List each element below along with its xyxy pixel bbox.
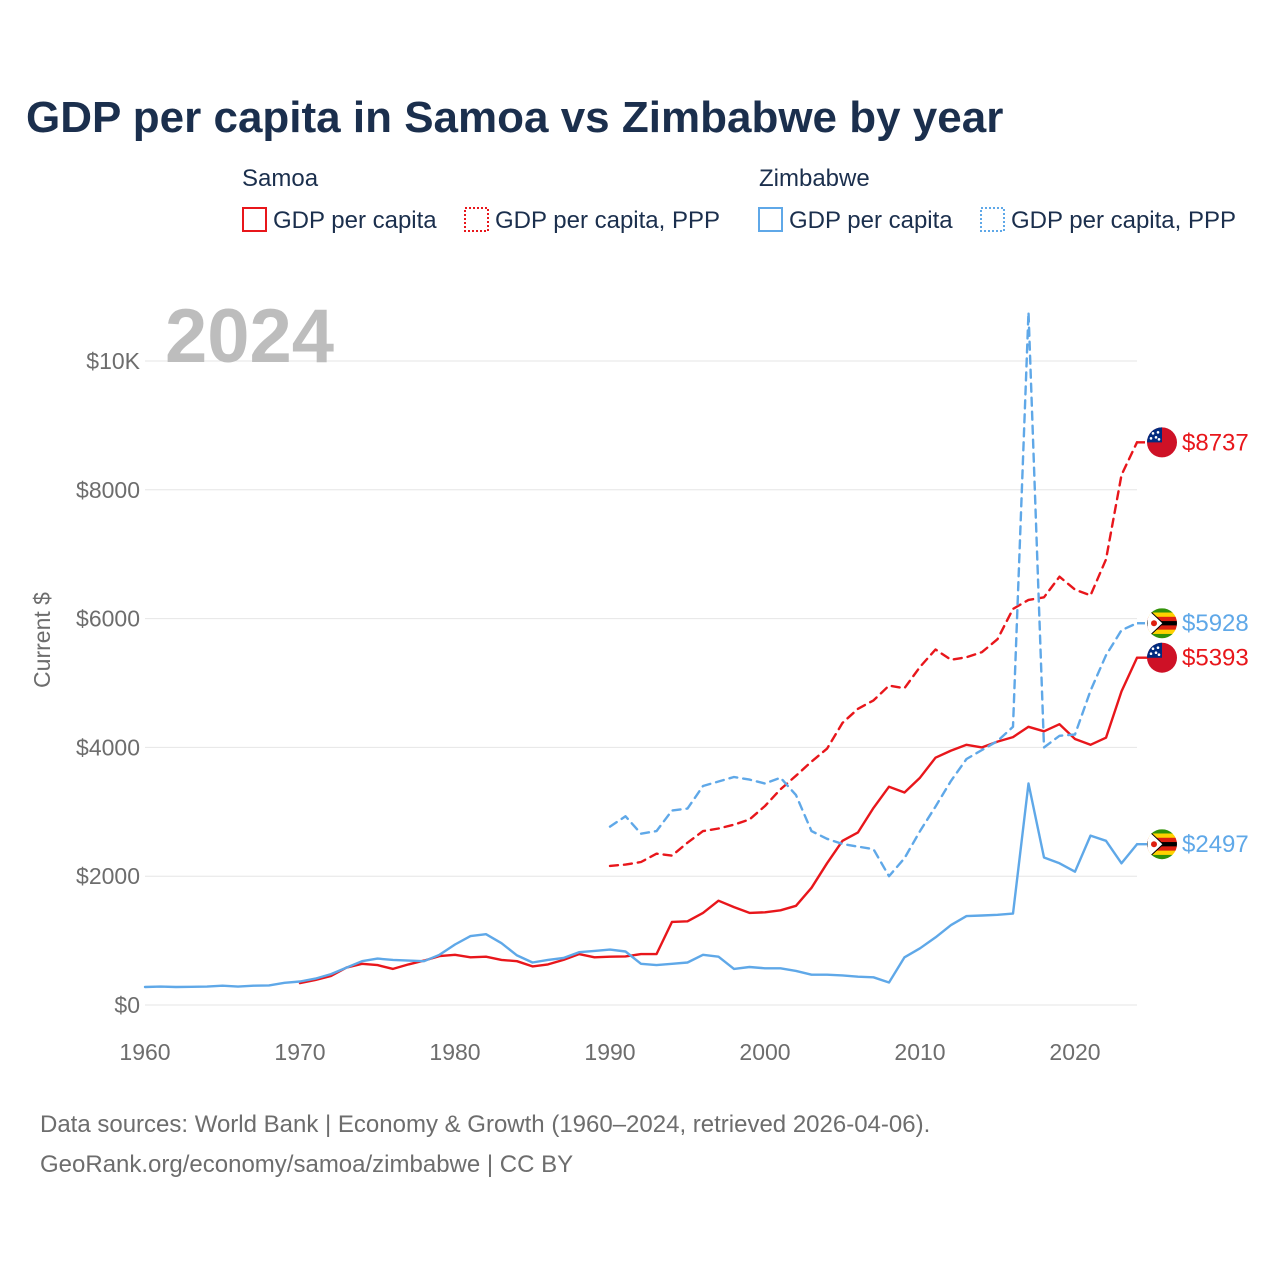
series-line-2 xyxy=(143,782,1139,989)
legend-group-zimbabwe: Zimbabwe GDP per capita GDP per capita, … xyxy=(758,165,1236,234)
legend-item-label: GDP per capita, PPP xyxy=(495,207,720,234)
series-end-label: $8737 xyxy=(1182,429,1249,456)
x-tick-label: 1990 xyxy=(584,1039,635,1065)
samoa-flag-icon xyxy=(1147,427,1177,458)
legend-swatch-solid xyxy=(242,207,267,232)
end-labels: $5393 $8737 $2497 $5928 xyxy=(1147,427,1249,860)
y-tick-label: $2000 xyxy=(76,863,140,889)
series-line-3 xyxy=(608,310,1139,878)
series-end-label: $5928 xyxy=(1182,610,1249,637)
x-tick-label: 1960 xyxy=(119,1039,170,1065)
y-axis-label: Current $ xyxy=(29,592,55,688)
legend-item-label: GDP per capita xyxy=(273,207,437,234)
source-line-2: GeoRank.org/economy/samoa/zimbabwe | CC … xyxy=(40,1151,573,1178)
x-axis-ticks: 1960 1970 1980 1990 2000 2010 2020 xyxy=(119,1039,1100,1065)
grid xyxy=(145,360,1137,1006)
legend-item-label: GDP per capita xyxy=(789,207,953,234)
legend-swatch-dotted xyxy=(464,207,489,232)
y-tick-label: $8000 xyxy=(76,477,140,503)
series-line-1 xyxy=(608,441,1139,868)
y-axis-ticks: $0 $2000 $4000 $6000 $8000 $10K xyxy=(76,348,141,1018)
series-end-label: $2497 xyxy=(1182,831,1249,858)
legend-group-samoa: Samoa GDP per capita GDP per capita, PPP xyxy=(242,165,720,234)
zimbabwe-flag-icon xyxy=(1147,608,1177,639)
legend-group-title: Zimbabwe xyxy=(759,165,870,192)
series xyxy=(143,310,1148,989)
x-tick-label: 1980 xyxy=(429,1039,480,1065)
year-watermark: 2024 xyxy=(165,294,334,379)
y-tick-label: $0 xyxy=(114,992,140,1018)
source-line-1: Data sources: World Bank | Economy & Gro… xyxy=(40,1111,930,1138)
y-tick-label: $4000 xyxy=(76,734,140,760)
legend: Samoa GDP per capita GDP per capita, PPP… xyxy=(242,165,1236,234)
chart-title: GDP per capita in Samoa vs Zimbabwe by y… xyxy=(26,93,1003,142)
x-tick-label: 2010 xyxy=(894,1039,945,1065)
legend-group-title: Samoa xyxy=(242,165,319,192)
y-tick-label: $6000 xyxy=(76,606,140,632)
x-tick-label: 1970 xyxy=(274,1039,325,1065)
legend-swatch-dotted xyxy=(980,207,1005,232)
zimbabwe-flag-icon xyxy=(1147,829,1177,860)
legend-swatch-solid xyxy=(758,207,783,232)
samoa-flag-icon xyxy=(1147,642,1177,673)
y-tick-label: $10K xyxy=(86,348,140,374)
x-tick-label: 2020 xyxy=(1049,1039,1100,1065)
x-tick-label: 2000 xyxy=(739,1039,790,1065)
legend-item-label: GDP per capita, PPP xyxy=(1011,207,1236,234)
series-line-0 xyxy=(298,656,1139,985)
series-end-label: $5393 xyxy=(1182,645,1249,672)
